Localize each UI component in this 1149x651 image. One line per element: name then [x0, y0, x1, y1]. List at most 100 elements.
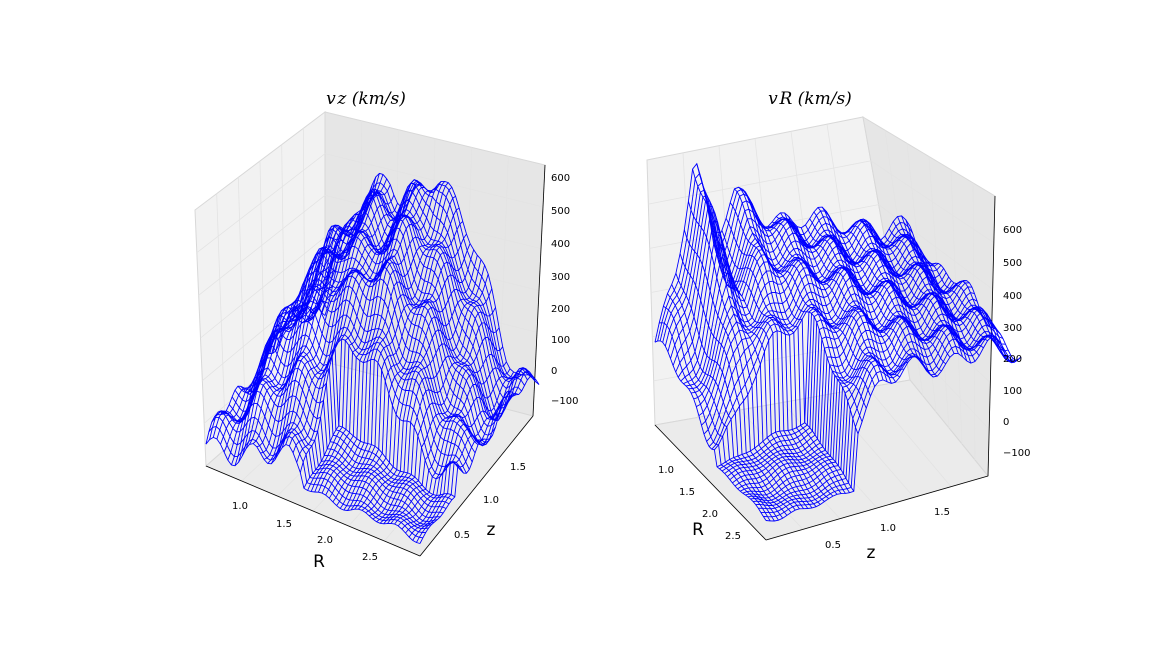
wire-vz-line	[310, 186, 431, 492]
ylabel-vz: z	[487, 520, 496, 540]
wire-vz-line	[205, 436, 421, 544]
wire-vz-line	[394, 371, 514, 525]
wire-vz-line	[361, 259, 482, 511]
gridline-vr-floor	[824, 394, 915, 498]
xtick-vr: 2.5	[725, 531, 741, 542]
wire-vz-line	[314, 190, 434, 493]
title-vr: v R (km/s)	[768, 89, 852, 109]
ztick-vr: −100	[1003, 448, 1030, 459]
wire-vz-line	[263, 174, 384, 460]
wire-vr-line	[700, 177, 813, 509]
wire-vz-line	[249, 305, 464, 474]
gridline-vr-h	[648, 160, 995, 243]
wire-vr-line	[721, 230, 834, 497]
xlabel-vr: R	[692, 520, 704, 540]
wire-vz-line	[278, 203, 398, 454]
wire-vr-line	[742, 189, 855, 492]
wire-vz-line	[241, 209, 362, 456]
wire-vr-line	[667, 293, 779, 521]
wire-vr-line	[888, 228, 1001, 343]
ztick-vz: 100	[551, 335, 570, 346]
wire-vr-line	[703, 265, 960, 435]
wire-vz-line	[227, 228, 347, 461]
wire-vr-line	[683, 229, 796, 511]
surface-vz	[205, 172, 540, 544]
ytick-vr: 1.5	[934, 507, 950, 518]
wire-vr-line	[765, 336, 1022, 522]
wire-vz-line	[405, 373, 525, 534]
wire-vz-line	[387, 353, 507, 524]
wire-vz-line	[365, 264, 486, 513]
wire-vz-line	[416, 370, 536, 543]
wire-vr-line	[725, 218, 838, 495]
ztick-vz: 500	[551, 206, 570, 217]
axis-z-vr	[765, 475, 989, 541]
gridline-vr-floor	[867, 387, 952, 487]
wire-vr-line	[734, 188, 846, 494]
wire-vr-line	[805, 224, 917, 357]
plot-vr: v R (km/s) 1.0 1.5 2.0 2.5 0.5 1.0 1.5 600 500 40…	[646, 89, 1030, 563]
wire-vz-line	[263, 269, 479, 446]
ztick-vz: 200	[551, 304, 570, 315]
wire-vz-line	[354, 249, 475, 510]
wire-vr-line	[901, 215, 1013, 362]
wire-vz-line	[240, 345, 456, 498]
wire-vz-line	[379, 322, 500, 524]
wire-vz-line	[368, 273, 489, 517]
wire-vr-line	[708, 271, 965, 447]
wire-vr-line	[738, 186, 850, 493]
wire-vz-line	[412, 367, 533, 541]
wire-vz-line	[234, 355, 450, 505]
ztick-vr: 200	[1003, 354, 1022, 365]
axis-R-vz	[205, 465, 421, 557]
xtick-vz: 1.0	[232, 501, 248, 512]
wire-vz-line	[321, 181, 442, 494]
wire-vz-line	[376, 307, 496, 523]
wire-vz-line	[270, 184, 391, 465]
wire-vr-line	[792, 221, 904, 372]
wire-vz-line	[328, 182, 449, 499]
wire-vz-line	[296, 187, 417, 463]
xtick-vr: 2.0	[702, 509, 718, 520]
ticks-vz: 1.0 1.5 2.0 2.5 0.5 1.0 1.5 600 500 400 300 200 100 0…	[232, 173, 578, 563]
ylabel-vr: z	[867, 543, 876, 563]
wire-vr-line	[739, 308, 996, 492]
xtick-vz: 2.5	[362, 552, 378, 563]
wire-vz-line	[245, 203, 366, 450]
xtick-vr: 1.5	[679, 487, 695, 498]
axis-z-vz	[419, 415, 534, 557]
wire-vr-line	[867, 228, 980, 357]
wire-vr-line	[717, 238, 829, 499]
wire-vr-line	[788, 216, 901, 378]
ytick-vr: 0.5	[825, 540, 841, 551]
wire-vr-line	[842, 231, 955, 354]
wire-vr-line	[692, 168, 804, 509]
wire-vz-line	[231, 360, 447, 509]
wire-vr-line	[871, 234, 984, 351]
wire-vr-line	[663, 305, 775, 522]
surface-vr	[654, 162, 1022, 522]
wire-vr-line	[696, 163, 809, 509]
wire-vr-line	[763, 227, 876, 387]
wire-vr-line	[714, 279, 970, 451]
ztick-vr: 500	[1003, 258, 1022, 269]
ytick-vz: 1.0	[483, 495, 499, 506]
ticks-vr: 1.0 1.5 2.0 2.5 0.5 1.0 1.5 600 500 400 300 200 100 0…	[658, 225, 1030, 551]
wire-vz-line	[383, 336, 504, 525]
wire-vz-line	[390, 367, 511, 524]
wire-vr-line	[746, 195, 859, 435]
wire-vz-line	[281, 206, 402, 448]
wire-vz-line	[267, 178, 388, 464]
wire-vz-line	[252, 294, 467, 474]
wire-vz-line	[336, 195, 456, 506]
axis-v-vz	[532, 164, 546, 417]
wire-vz-line	[217, 402, 432, 527]
wire-vr-line	[713, 242, 825, 502]
wire-vr-line	[763, 334, 1019, 518]
wire-vr-line	[671, 284, 784, 519]
wire-vz-line	[325, 181, 446, 496]
xtick-vz: 1.5	[276, 519, 292, 530]
wire-vz-line	[357, 255, 478, 510]
wire-vr-line	[737, 306, 994, 490]
wire-vz-line	[223, 239, 344, 453]
